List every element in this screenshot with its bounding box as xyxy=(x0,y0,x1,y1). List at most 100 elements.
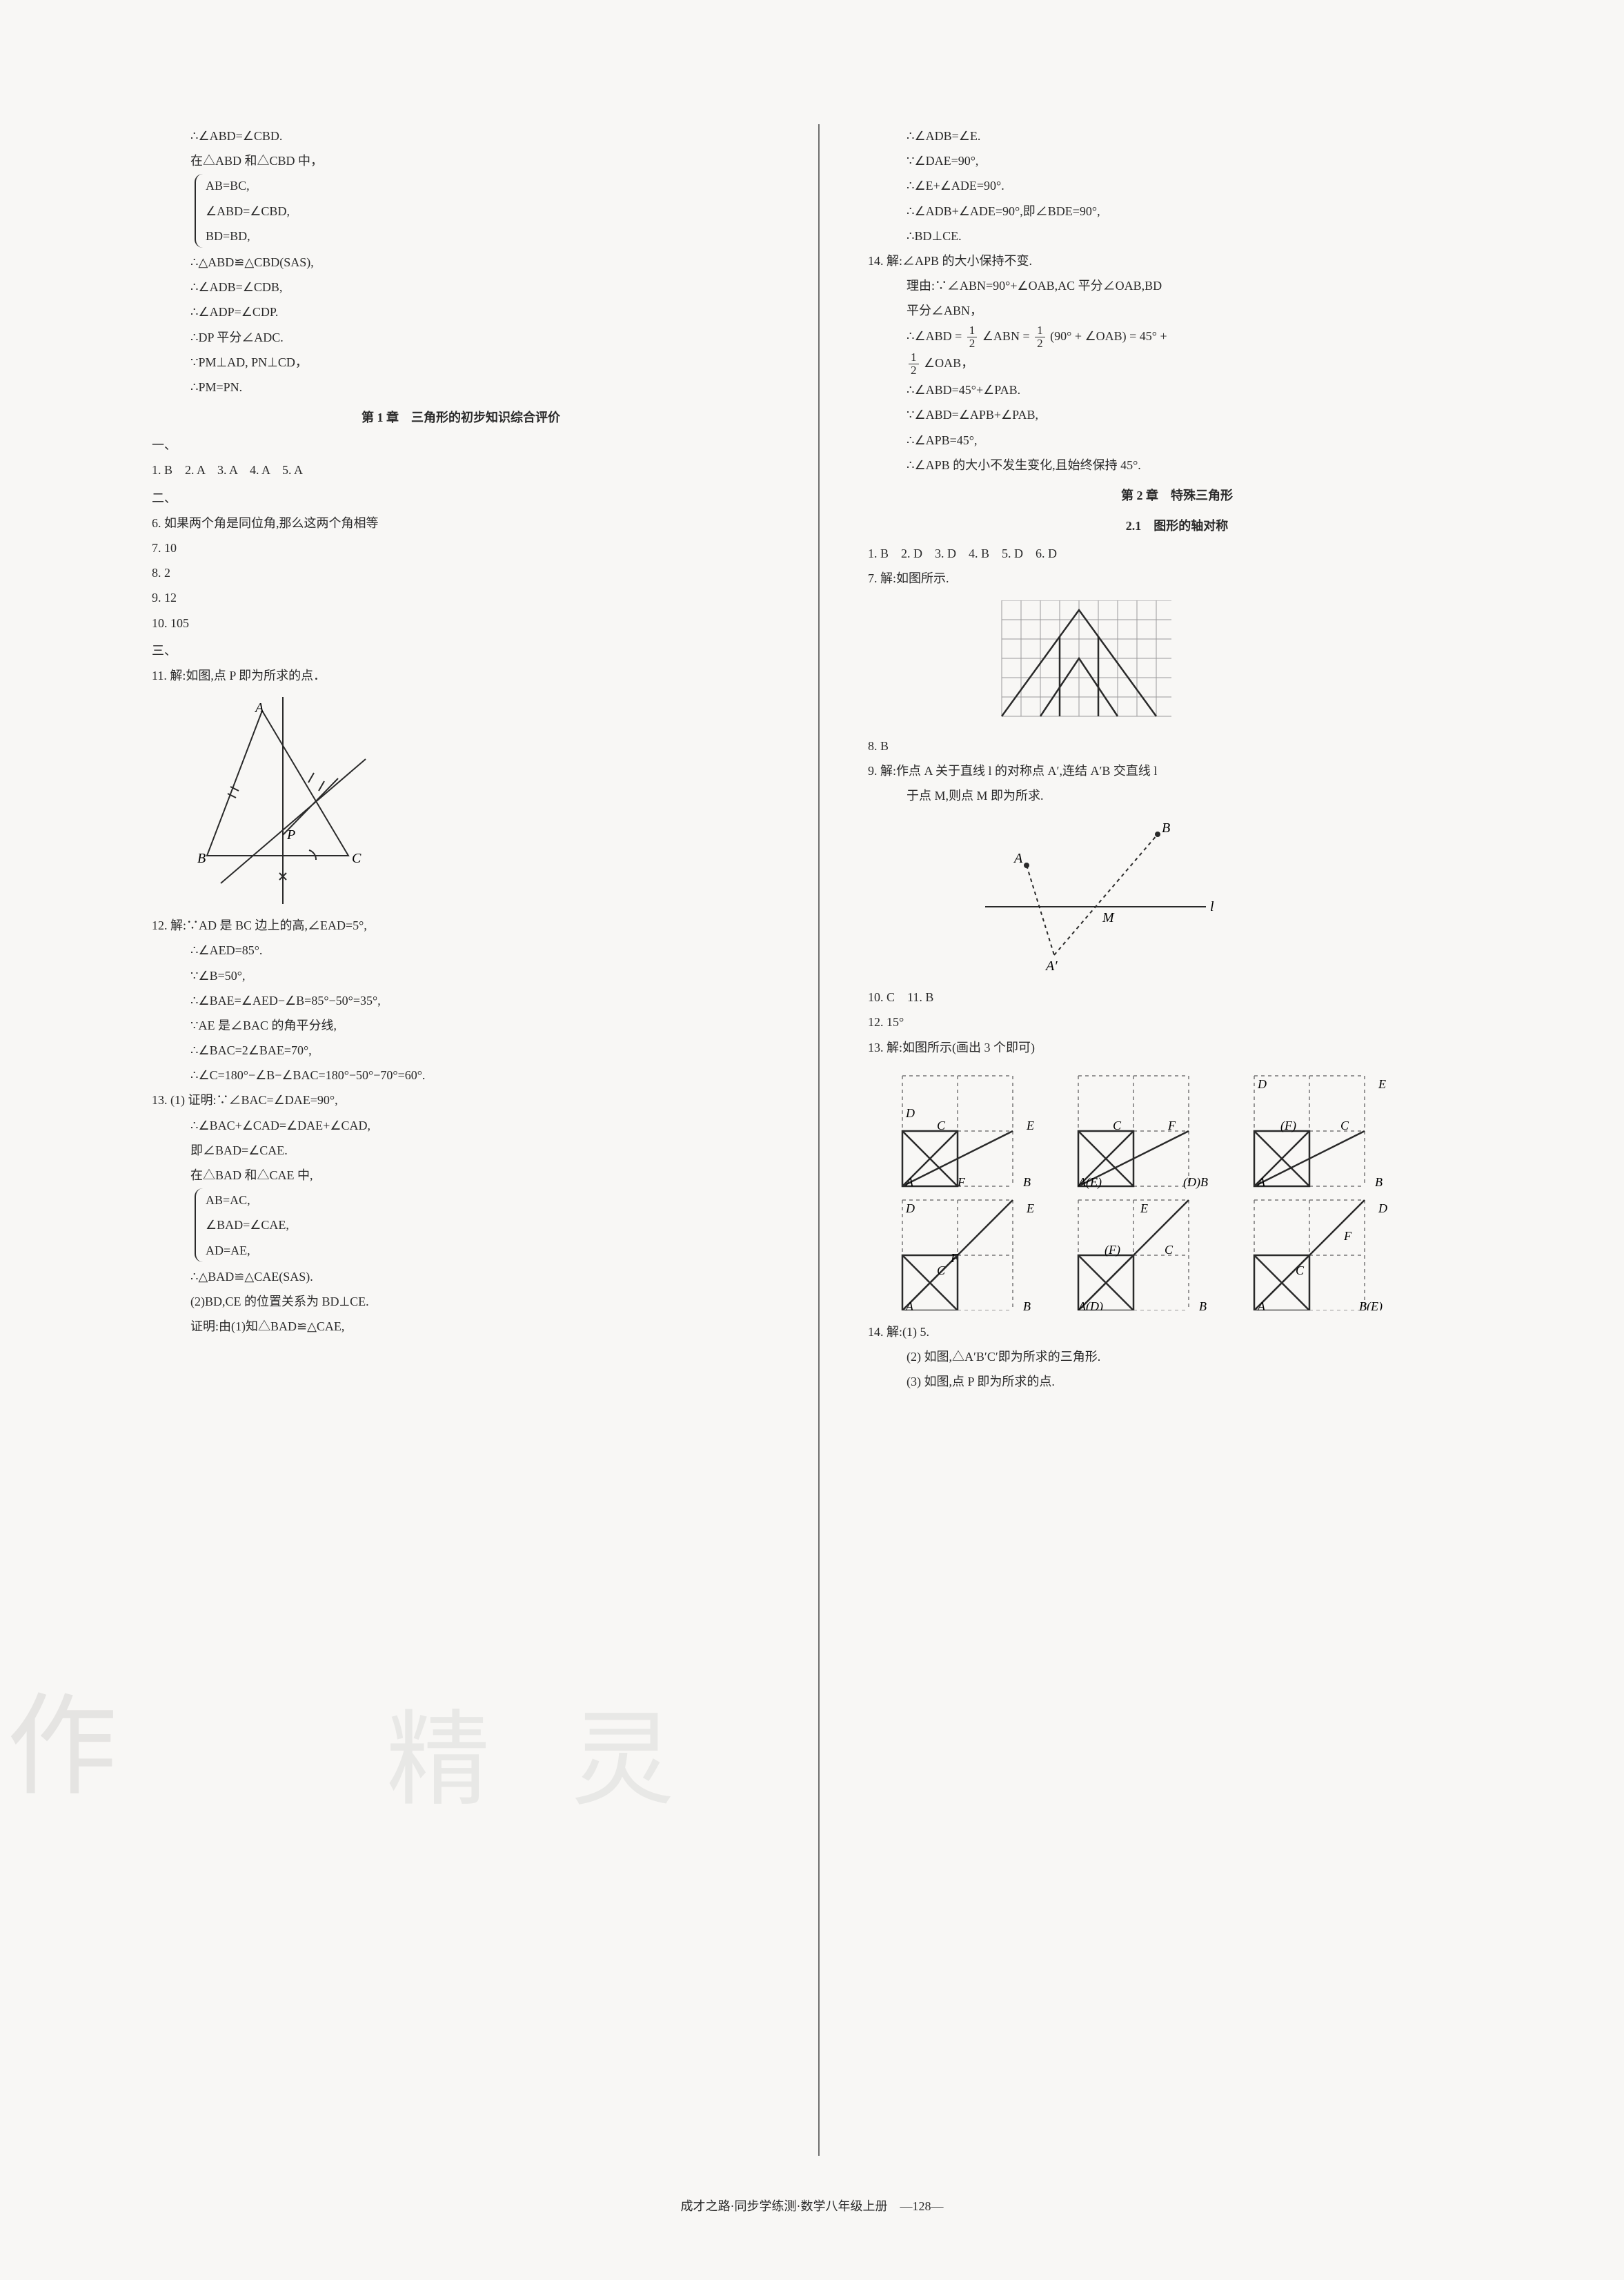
answer-line: 12. 15° xyxy=(868,1010,1486,1034)
text-span: (90° + ∠OAB) = 45° + xyxy=(1047,329,1167,343)
text-line: AD=AE, xyxy=(206,1239,770,1262)
text-span: ∠ABN = xyxy=(979,329,1033,343)
text-line: ∴∠C=180°−∠B−∠BAC=180°−50°−70°=60°. xyxy=(152,1063,770,1087)
section-heading: 2.1 图形的轴对称 xyxy=(868,514,1486,538)
svg-text:F: F xyxy=(1167,1119,1176,1132)
text-line: 平分∠ABN， xyxy=(868,299,1486,322)
svg-text:B: B xyxy=(1162,820,1170,836)
answer-line: 13. (1) 证明:∵∠BAC=∠DAE=90°, xyxy=(152,1088,770,1112)
section-label: 二、 xyxy=(152,487,770,510)
svg-text:A(D): A(D) xyxy=(1078,1299,1103,1310)
answer-line: 1. B 2. D 3. D 4. B 5. D 6. D xyxy=(868,542,1486,565)
text-line: ∵∠ABD=∠APB+∠PAB, xyxy=(868,403,1486,426)
text-line: ∴PM=PN. xyxy=(152,375,770,399)
text-line: ∴∠ABD=45°+∠PAB. xyxy=(868,378,1486,402)
answer-line: 12. 解:∵AD 是 BC 边上的高,∠EAD=5°, xyxy=(152,914,770,937)
svg-text:E: E xyxy=(1378,1077,1386,1091)
answer-line: 8. B xyxy=(868,734,1486,758)
text-line: ∴DP 平分∠ADC. xyxy=(152,326,770,349)
fraction: 12 xyxy=(1035,324,1045,350)
answer-line: 10. C 11. B xyxy=(868,985,1486,1009)
right-column: ∴∠ADB=∠E. ∵∠DAE=90°, ∴∠E+∠ADE=90°. ∴∠ADB… xyxy=(868,124,1486,2156)
svg-text:D: D xyxy=(1378,1201,1387,1215)
text-line: ∴∠APB=45°, xyxy=(868,429,1486,452)
svg-text:C: C xyxy=(937,1264,946,1277)
svg-text:E: E xyxy=(1026,1201,1034,1215)
svg-text:E: E xyxy=(1140,1201,1148,1215)
svg-text:A′: A′ xyxy=(1044,959,1058,974)
text-line: 在△BAD 和△CAE 中, xyxy=(152,1163,770,1187)
text-line: ∵AE 是∠BAC 的角平分线, xyxy=(152,1014,770,1037)
svg-text:A: A xyxy=(1257,1175,1266,1189)
text-line: ∴∠ADB+∠ADE=90°,即∠BDE=90°, xyxy=(868,199,1486,223)
text-line: 证明:由(1)知△BAD≌△CAE, xyxy=(152,1315,770,1338)
svg-text:B(E): B(E) xyxy=(1359,1299,1383,1310)
text-line: ∴∠APB 的大小不发生变化,且始终保持 45°. xyxy=(868,453,1486,477)
text-line: ∴∠BAE=∠AED−∠B=85°−50°=35°, xyxy=(152,989,770,1012)
chapter-heading: 第 1 章 三角形的初步知识综合评价 xyxy=(152,406,770,429)
svg-text:C: C xyxy=(937,1119,946,1132)
figure-9: A B M l A′ xyxy=(964,817,1486,976)
svg-text:F: F xyxy=(957,1175,966,1189)
svg-text:A: A xyxy=(905,1175,914,1189)
page-columns: ∴∠ABD=∠CBD. 在△ABD 和△CBD 中， AB=BC, ∠ABD=∠… xyxy=(152,124,1486,2156)
svg-text:B: B xyxy=(1023,1175,1031,1189)
svg-text:A: A xyxy=(905,1299,914,1310)
text-span: ∴∠ABD = xyxy=(907,329,965,343)
answer-line: 10. 105 xyxy=(152,611,770,635)
text-line: ∴BD⊥CE. xyxy=(868,224,1486,248)
svg-text:M: M xyxy=(1102,910,1115,925)
left-column: ∴∠ABD=∠CBD. 在△ABD 和△CBD 中， AB=BC, ∠ABD=∠… xyxy=(152,124,770,2156)
text-span: ∠OAB， xyxy=(921,356,974,370)
svg-text:D: D xyxy=(1257,1077,1267,1091)
brace-group: AB=BC, ∠ABD=∠CBD, BD=BD, xyxy=(195,174,770,248)
text-line: 于点 M,则点 M 即为所求. xyxy=(868,784,1486,807)
section-label: 一、 xyxy=(152,433,770,457)
text-line: ∴∠ADB=∠CDB, xyxy=(152,275,770,299)
svg-text:C: C xyxy=(1165,1243,1174,1257)
text-line: AB=BC, xyxy=(206,174,770,197)
answer-line: 8. 2 xyxy=(152,561,770,584)
text-line: ∴∠BAC+∠CAD=∠DAE+∠CAD, xyxy=(152,1114,770,1137)
figure-13: DCEAFBCFA(E)(D)BDE(F)CABDEFCABE(F)CA(D)B… xyxy=(895,1069,1486,1310)
text-line: ∴∠BAC=2∠BAE=70°, xyxy=(152,1039,770,1062)
svg-text:B: B xyxy=(1199,1299,1207,1310)
text-line: AB=AC, xyxy=(206,1188,770,1212)
text-line: 12 ∠OAB， xyxy=(868,351,1486,377)
text-line: ∴△BAD≌△CAE(SAS). xyxy=(152,1265,770,1288)
svg-text:B: B xyxy=(1023,1299,1031,1310)
answer-line: 13. 解:如图所示(画出 3 个即可) xyxy=(868,1036,1486,1059)
answer-line: 11. 解:如图,点 P 即为所求的点． xyxy=(152,664,770,687)
answer-line: 7. 10 xyxy=(152,536,770,560)
svg-text:C: C xyxy=(1296,1264,1305,1277)
answer-line: 7. 解:如图所示. xyxy=(868,567,1486,590)
text-line: ∵∠B=50°, xyxy=(152,964,770,987)
svg-text:F: F xyxy=(950,1251,959,1265)
svg-text:(D)B: (D)B xyxy=(1183,1175,1208,1190)
answer-line: 9. 解:作点 A 关于直线 l 的对称点 A′,连结 A′B 交直线 l xyxy=(868,759,1486,783)
figure-11: A B C P xyxy=(179,697,770,904)
svg-text:E: E xyxy=(1026,1119,1034,1132)
text-line: (3) 如图,点 P 即为所求的点. xyxy=(868,1370,1486,1393)
text-line: ∠BAD=∠CAE, xyxy=(206,1213,770,1237)
text-line: (2)BD,CE 的位置关系为 BD⊥CE. xyxy=(152,1290,770,1313)
svg-text:A: A xyxy=(1257,1299,1266,1310)
svg-text:(F): (F) xyxy=(1105,1243,1120,1257)
page-footer: 成才之路·同步学练测·数学八年级上册 —128— xyxy=(0,2194,1624,2218)
text-line: ∴∠AED=85°. xyxy=(152,938,770,962)
svg-text:A: A xyxy=(1013,851,1023,866)
text-line: ∴△ABD≌△CBD(SAS), xyxy=(152,250,770,274)
text-line: 即∠BAD=∠CAE. xyxy=(152,1139,770,1162)
chapter-heading: 第 2 章 特殊三角形 xyxy=(868,484,1486,507)
svg-text:C: C xyxy=(352,851,362,866)
svg-text:B: B xyxy=(1375,1175,1383,1189)
svg-text:C: C xyxy=(1113,1119,1122,1132)
svg-text:D: D xyxy=(905,1201,915,1215)
svg-text:(F): (F) xyxy=(1280,1119,1296,1133)
answer-line: 6. 如果两个角是同位角,那么这两个角相等 xyxy=(152,511,770,535)
figure-7 xyxy=(992,600,1486,725)
answer-line: 14. 解:∠APB 的大小保持不变. xyxy=(868,249,1486,273)
answer-line: 14. 解:(1) 5. xyxy=(868,1320,1486,1344)
svg-text:C: C xyxy=(1340,1119,1349,1132)
svg-text:F: F xyxy=(1343,1229,1352,1243)
